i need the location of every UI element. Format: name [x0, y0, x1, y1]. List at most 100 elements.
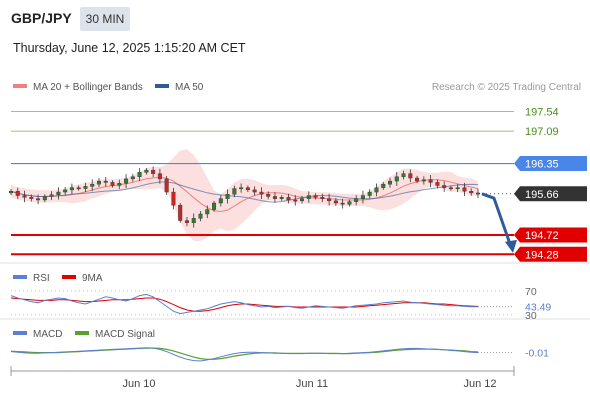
bollinger-band: [11, 149, 478, 242]
candle-body: [184, 220, 189, 223]
candle-body: [191, 218, 196, 223]
candle-body: [144, 169, 149, 173]
candle-body: [374, 187, 379, 193]
rsi-ma-legend-label: 9MA: [82, 273, 103, 284]
candle-body: [171, 191, 176, 206]
candle-body: [286, 197, 291, 201]
candle-body: [421, 179, 426, 182]
support-level-tag: [514, 227, 587, 243]
candle-body: [22, 195, 27, 198]
rsi-value-label: 43.49: [525, 302, 551, 314]
pivot-level-label: 196.35: [525, 159, 559, 171]
candle-body: [266, 194, 271, 197]
candle-body: [157, 173, 162, 180]
candle-body: [8, 190, 13, 194]
candle-body: [218, 198, 223, 204]
candle-body: [360, 195, 365, 199]
candle-body: [354, 198, 359, 202]
candle-body: [367, 191, 372, 196]
candle-body: [151, 169, 156, 174]
support-level-label: 194.28: [525, 249, 559, 261]
x-tick-label: Jun 11: [296, 378, 328, 390]
candle-body: [110, 182, 115, 186]
candle-body: [469, 190, 474, 194]
candle-body: [29, 197, 34, 199]
rsi-ma-line: [10, 297, 479, 312]
candle-body: [313, 195, 318, 198]
rsi-legend-label: RSI: [33, 273, 50, 284]
forecast-arrow-head: [505, 239, 517, 253]
candle-body: [381, 183, 386, 188]
candle-body: [164, 178, 169, 193]
candle-body: [448, 187, 453, 190]
candle-body: [455, 187, 460, 190]
candle-body: [279, 197, 284, 199]
candle-body: [198, 213, 203, 219]
timeframe-button[interactable]: 30 MIN: [80, 7, 130, 31]
candle-body: [178, 205, 183, 221]
macd-line: [10, 347, 479, 362]
ma50-legend-swatch: [155, 84, 169, 88]
support-level-label: 194.72: [525, 230, 559, 242]
rsi-tick-label: 70: [525, 286, 537, 298]
candle-body: [415, 177, 420, 182]
ma50-legend-label: MA 50: [175, 82, 204, 93]
candle-body: [232, 188, 237, 195]
datetime-label: Thursday, June 12, 2025 1:15:20 AM CET: [13, 41, 246, 55]
candle-body: [239, 187, 244, 190]
candle-body: [36, 198, 41, 201]
candle-body: [117, 183, 122, 186]
macd-legend-swatch: [13, 331, 27, 335]
x-tick-label: Jun 12: [463, 378, 496, 390]
candle-body: [428, 179, 433, 183]
rsi-legend-swatch: [13, 275, 27, 279]
macd-legend-label: MACD: [33, 329, 62, 340]
candle-body: [388, 180, 393, 185]
macd-signal-line: [10, 347, 479, 360]
resistance-level-label: 197.09: [525, 126, 559, 138]
candle-body: [69, 187, 74, 191]
candle-body: [124, 178, 129, 184]
candle-body: [15, 190, 20, 196]
support-level-tag: [514, 246, 587, 262]
ma20-line: [10, 176, 479, 213]
macd-signal-legend-label: MACD Signal: [95, 329, 155, 340]
candle-body: [245, 187, 250, 191]
candle-body: [401, 173, 406, 177]
pivot-level-tag: [514, 156, 587, 172]
ma20-legend-label: MA 20 + Bollinger Bands: [33, 82, 143, 93]
candle-body: [225, 194, 230, 199]
candle-body: [103, 180, 108, 183]
candle-body: [205, 209, 210, 215]
candle-body: [394, 176, 399, 182]
macd-value-label: -0.01: [525, 348, 549, 360]
candle-body: [320, 197, 325, 199]
current-level-label: 195.66: [525, 189, 559, 201]
candle-body: [56, 191, 61, 195]
candle-body: [90, 183, 95, 187]
candle-body: [333, 200, 338, 204]
candle-body: [462, 187, 467, 192]
candle-body: [49, 194, 54, 197]
x-tick-label: Jun 10: [122, 378, 155, 390]
candle-body: [130, 176, 135, 180]
ma20-legend-swatch: [13, 84, 27, 88]
candle-body: [137, 172, 142, 177]
candle-body: [42, 196, 47, 201]
credit-label: Research © 2025 Trading Central: [432, 82, 581, 93]
candle-body: [212, 202, 217, 210]
candle-body: [435, 182, 440, 186]
rsi-tick-label: 30: [525, 310, 537, 322]
candle-body: [293, 199, 298, 202]
rsi-ma-legend-swatch: [62, 275, 76, 279]
current-level-tag: [514, 186, 587, 202]
candle-body: [347, 201, 352, 205]
candle-body: [306, 195, 311, 199]
candle-body: [272, 196, 277, 199]
candle-body: [340, 202, 345, 205]
candle-body: [476, 192, 481, 195]
symbol-title: GBP/JPY: [11, 10, 72, 26]
resistance-level-label: 197.54: [525, 106, 559, 118]
